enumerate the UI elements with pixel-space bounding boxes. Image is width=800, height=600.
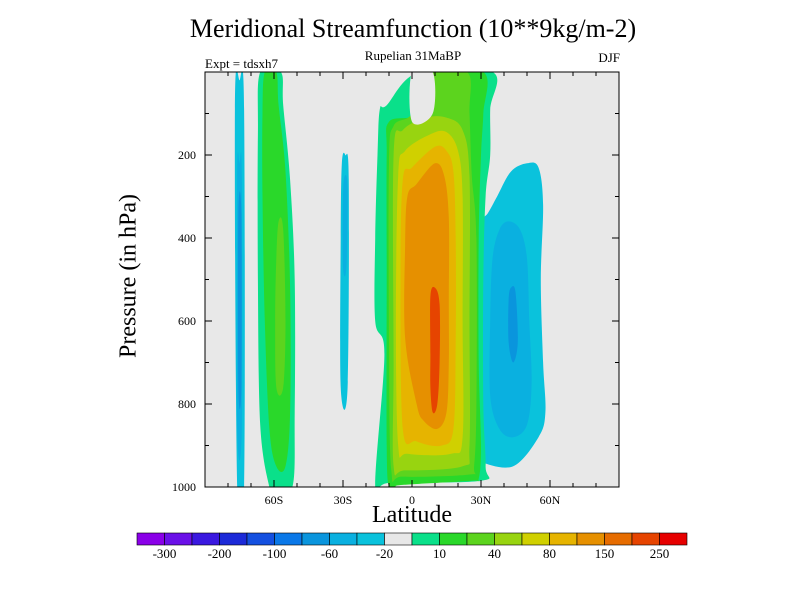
x-tick-label-1: 30S	[334, 493, 353, 507]
contour-band-2	[237, 191, 242, 410]
x-tick-label-0: 60S	[265, 493, 284, 507]
chart-title: Meridional Streamfunction (10**9kg/m-2)	[189, 14, 637, 43]
y-tick-label-4: 1000	[172, 480, 196, 494]
chart-subtitle: Rupelian 31MaBP	[364, 48, 462, 63]
x-tick-label-3: 30N	[471, 493, 492, 507]
colorbar-swatch-6	[301, 532, 330, 546]
contour-band-22	[409, 72, 436, 125]
colorbar-label-8: 150	[595, 546, 615, 561]
colorbar-swatch-13	[494, 532, 523, 546]
y-tick-label-1: 400	[178, 231, 196, 245]
experiment-label: Expt = tdsxh7	[205, 56, 279, 71]
colorbar-swatch-12	[466, 532, 495, 546]
colorbar-label-4: -20	[376, 546, 393, 561]
colorbar-swatch-16	[576, 532, 605, 546]
colorbar-swatch-5	[274, 532, 303, 546]
contour-band-13	[508, 285, 518, 363]
contour-band-6	[308, 72, 329, 111]
colorbar-swatch-7	[329, 532, 358, 546]
contour-fill-layer	[234, 72, 601, 487]
colorbar-label-2: -100	[263, 546, 287, 561]
colorbar: -300 -200 -100 -60 -20 10 40 80 150 250	[136, 532, 688, 561]
contour-band-21	[430, 286, 441, 414]
contour-band-5	[275, 217, 286, 396]
colorbar-swatch-11	[439, 532, 468, 546]
colorbar-swatch-17	[604, 532, 633, 546]
colorbar-swatch-2	[191, 532, 220, 546]
y-tick-label-2: 600	[178, 314, 196, 328]
colorbar-label-7: 80	[543, 546, 556, 561]
colorbar-swatch-19	[659, 532, 688, 546]
colorbar-swatch-3	[219, 532, 248, 546]
colorbar-label-6: 40	[488, 546, 501, 561]
x-axis-label: Latitude	[372, 502, 452, 528]
colorbar-swatch-10	[411, 532, 440, 546]
colorbar-swatch-9	[384, 532, 413, 546]
colorbar-label-5: 10	[433, 546, 446, 561]
colorbar-label-1: -200	[208, 546, 232, 561]
season-label: DJF	[598, 50, 620, 65]
colorbar-swatch-8	[356, 532, 385, 546]
colorbar-label-3: -60	[321, 546, 338, 561]
colorbar-label-9: 250	[650, 546, 670, 561]
colorbar-label-0: -300	[153, 546, 177, 561]
y-tick-label-0: 200	[178, 148, 196, 162]
contour-band-9	[342, 174, 348, 277]
colorbar-swatch-18	[631, 532, 660, 546]
y-axis-label: Pressure (in hPa)	[115, 194, 142, 358]
colorbar-swatch-0	[136, 532, 165, 546]
x-tick-label-2: 0	[409, 493, 415, 507]
colorbar-swatch-15	[549, 532, 578, 546]
x-tick-label-4: 60N	[540, 493, 561, 507]
axis-ticks: 60S 30S 0 30N 60N 200 400 600 800 1000	[172, 72, 619, 507]
colorbar-swatch-14	[521, 532, 550, 546]
colorbar-swatch-4	[246, 532, 275, 546]
y-tick-label-3: 800	[178, 397, 196, 411]
colorbar-swatch-1	[164, 532, 193, 546]
